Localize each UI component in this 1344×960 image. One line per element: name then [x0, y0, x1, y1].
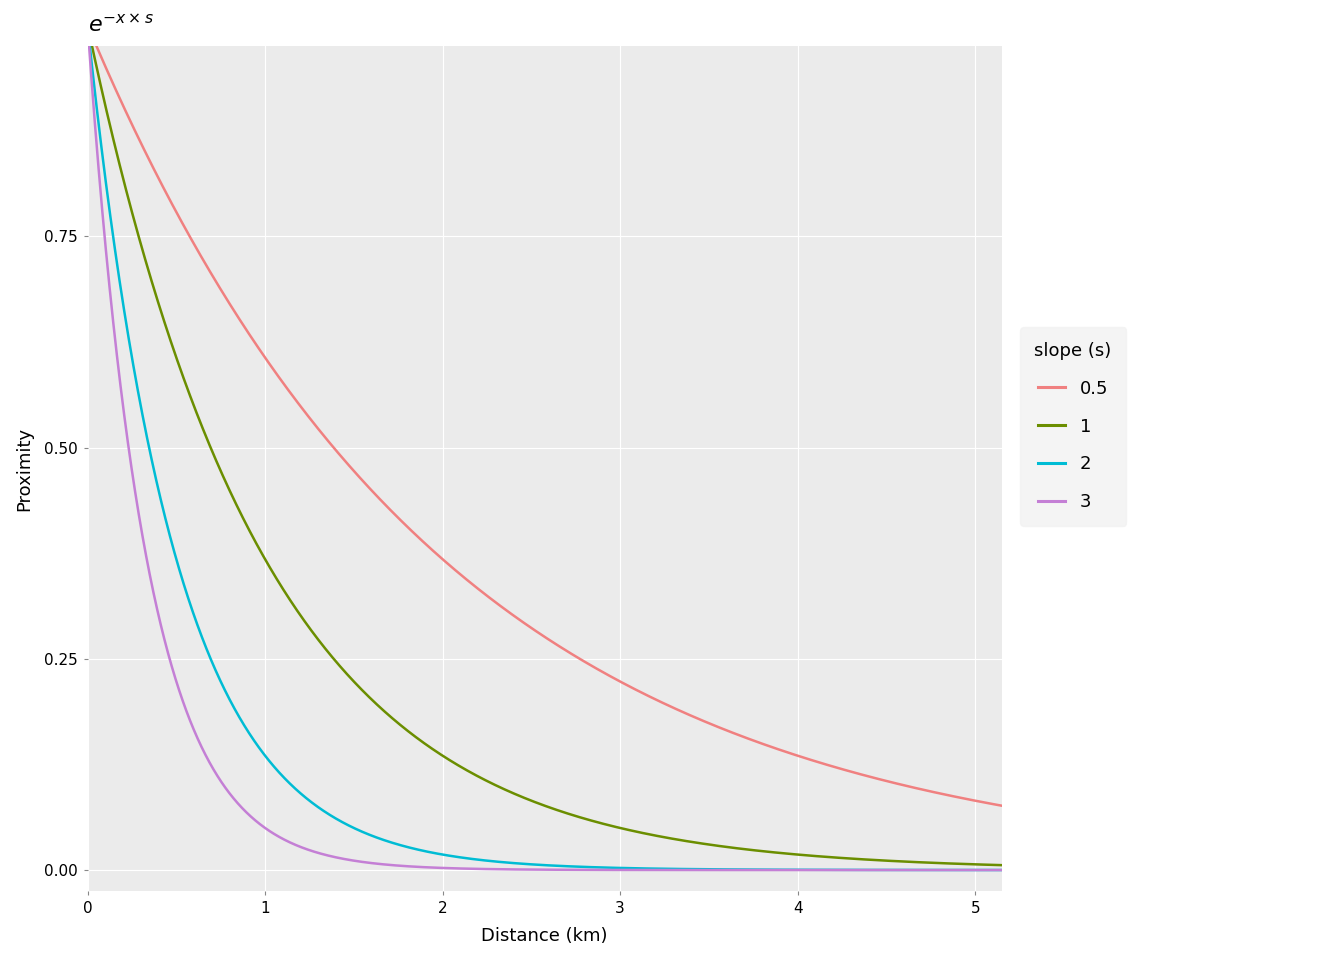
Text: $e^{-x \times s}$: $e^{-x \times s}$ [87, 15, 153, 37]
Y-axis label: Proximity: Proximity [15, 426, 34, 511]
X-axis label: Distance (km): Distance (km) [481, 927, 607, 945]
Legend: 0.5, 1, 2, 3: 0.5, 1, 2, 3 [1020, 327, 1126, 526]
